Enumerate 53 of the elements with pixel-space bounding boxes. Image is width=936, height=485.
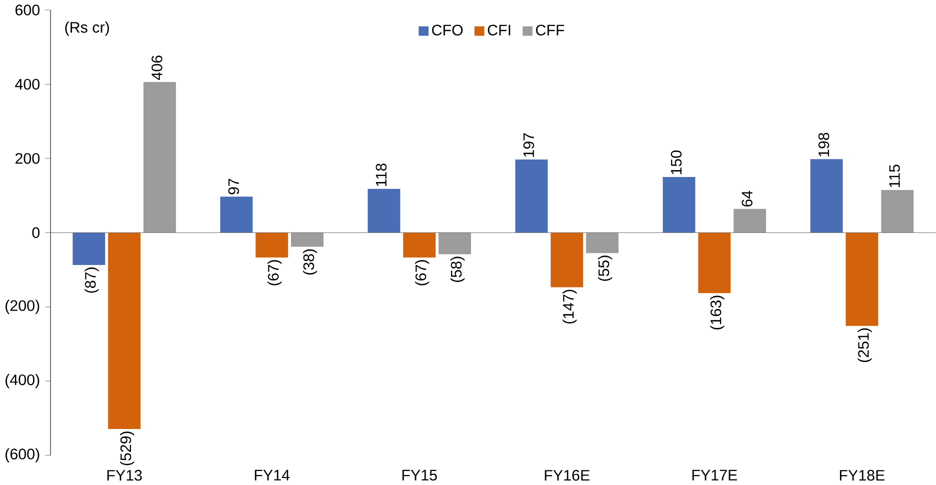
y-tick-label: 600 [16,4,40,16]
y-tick-label: (200) [6,300,40,314]
data-label: 115 [889,164,900,188]
bar [734,208,766,233]
data-label: 118 [376,163,387,186]
y-tick-label: (400) [6,374,40,388]
legend-label: CFF [536,24,564,36]
y-axis-title: (Rs cr) [65,21,109,36]
bar [550,232,584,288]
data-label: (55) [598,256,612,281]
y-tick-label: 0 [32,227,40,238]
x-tick-label: FY13 [107,470,142,481]
data-label: (529) [120,431,134,466]
data-label: (58) [450,256,465,282]
y-tick-label: (600) [6,448,40,462]
bar [403,232,436,258]
bar [220,196,253,233]
bar [143,82,176,233]
bar [256,232,288,258]
data-label: (87) [84,267,99,293]
data-label: 150 [670,150,682,174]
bar [662,176,696,233]
bar [846,232,878,326]
data-label: 64 [742,190,752,206]
bar [291,232,324,247]
data-label: (163) [710,296,724,330]
bar [438,232,472,254]
bar [515,159,548,233]
data-label: (67) [415,260,430,286]
data-label: (251) [858,328,872,362]
bar [810,159,843,233]
legend-label: CFO [432,24,463,36]
bar [698,232,731,294]
bar [108,232,141,429]
data-label: 198 [818,132,830,156]
bar [586,232,619,253]
y-tick-label: 400 [15,78,40,90]
data-label: 197 [523,133,534,157]
bar [72,232,106,265]
data-label: (147) [562,290,577,324]
x-tick-label: FY15 [402,470,437,480]
data-label: (67) [268,260,282,286]
data-label: 406 [152,55,162,80]
data-label: (38) [302,249,318,274]
x-tick-label: FY17E [692,470,738,480]
x-tick-label: FY14 [254,470,290,480]
bar [881,190,914,233]
y-tick-label: 200 [16,152,40,164]
x-tick-label: FY18E [840,470,885,481]
legend-label: CFI [488,24,510,36]
x-tick-label: FY16E [544,470,590,481]
bar [368,188,400,233]
data-label: 97 [228,178,240,194]
